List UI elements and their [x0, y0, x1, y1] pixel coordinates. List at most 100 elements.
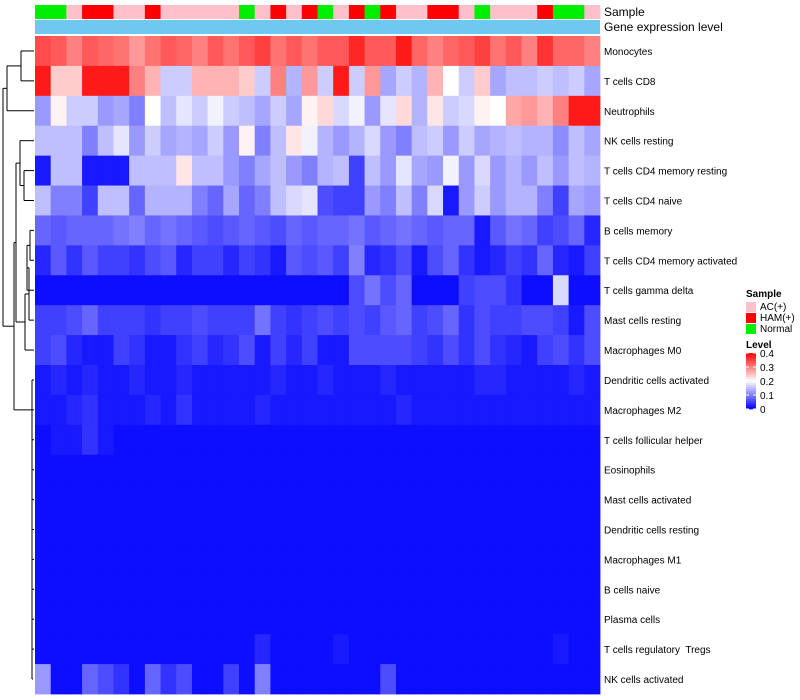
heatmap-cell [537, 215, 554, 246]
legend-level-gradient-step [746, 393, 756, 396]
heatmap-cell [333, 36, 350, 67]
row-label: B cells naive [604, 585, 661, 596]
heatmap-cell [380, 185, 397, 216]
heatmap-cell [380, 215, 397, 246]
heatmap-cell [364, 514, 381, 545]
heatmap-cell [191, 514, 209, 545]
heatmap-cell [207, 275, 224, 306]
heatmap-cell [66, 65, 83, 97]
legend-sample-label: Normal [760, 324, 792, 335]
heatmap-cell [521, 514, 538, 545]
heatmap-cell [333, 514, 350, 545]
heatmap-cell [82, 574, 99, 605]
heatmap-cell [427, 634, 444, 665]
heatmap-cell [144, 185, 161, 216]
heatmap-cell [50, 36, 67, 67]
heatmap-cell [568, 604, 585, 635]
heatmap-cell [427, 365, 444, 396]
heatmap-cell [395, 125, 413, 157]
heatmap-cell [286, 454, 303, 486]
heatmap-cell [254, 245, 271, 276]
heatmap-cell [191, 155, 209, 186]
heatmap-cell [301, 574, 318, 605]
heatmap-cell [254, 365, 271, 396]
heatmap-cell [286, 424, 303, 456]
heatmap-cell [207, 125, 224, 157]
heatmap-cell [458, 574, 475, 605]
heatmap-cell [568, 424, 585, 456]
heatmap-cell [301, 95, 318, 127]
heatmap-cell [113, 574, 130, 605]
heatmap-cell [223, 95, 240, 127]
heatmap-cell [443, 484, 460, 515]
heatmap-cell [490, 95, 507, 127]
heatmap-cell [521, 634, 538, 665]
heatmap-cell [207, 245, 224, 276]
heatmap-cell [176, 275, 193, 306]
heatmap-cell [458, 215, 475, 246]
heatmap-cell [144, 424, 161, 456]
heatmap-cell [270, 574, 287, 605]
heatmap-cell [521, 544, 538, 575]
heatmap-cell [144, 245, 161, 276]
heatmap-cell [427, 275, 444, 306]
heatmap-cell [144, 95, 161, 127]
heatmap-cell [66, 305, 83, 336]
heatmap-cell [66, 245, 83, 276]
heatmap-cell [191, 36, 209, 67]
heatmap-cell [207, 484, 224, 515]
heatmap-cell [411, 185, 428, 216]
sample-annotation-cell [97, 5, 114, 19]
heatmap-cell [254, 335, 271, 366]
heatmap-cell [584, 305, 601, 336]
heatmap-cell [82, 275, 99, 306]
heatmap-cell [584, 604, 601, 635]
heatmap-cell [113, 454, 130, 486]
heatmap-cell [505, 664, 522, 695]
heatmap-cell [160, 65, 177, 97]
heatmap-cell [317, 155, 334, 186]
heatmap-cell [364, 424, 381, 456]
heatmap-cell [333, 185, 350, 216]
heatmap-cell [427, 155, 444, 186]
heatmap-cell [254, 275, 271, 306]
heatmap-cell [35, 245, 52, 276]
heatmap-cell [97, 544, 114, 575]
heatmap-cells [35, 36, 601, 695]
heatmap-cell [254, 36, 271, 67]
heatmap-cell [458, 305, 475, 336]
heatmap-cell [97, 424, 114, 456]
heatmap-cell [35, 155, 52, 186]
heatmap-cell [270, 65, 287, 97]
heatmap-cell [144, 155, 161, 186]
heatmap-cell [364, 574, 381, 605]
heatmap-cell [82, 604, 99, 635]
heatmap-cell [97, 365, 114, 396]
heatmap-cell [521, 664, 538, 695]
heatmap-cell [364, 454, 381, 486]
heatmap-cell [568, 185, 585, 216]
heatmap-cell [113, 544, 130, 575]
sample-annotation-cell [348, 5, 365, 19]
heatmap-cell [66, 394, 83, 426]
heatmap-cell [239, 365, 256, 396]
heatmap-cell [427, 454, 444, 486]
heatmap-cell [552, 335, 570, 366]
heatmap-cell [82, 484, 99, 515]
heatmap-cell [411, 544, 428, 575]
heatmap-cell [239, 634, 256, 665]
heatmap-cell [427, 544, 444, 575]
legend-level-tick-label: 0 [760, 405, 766, 416]
heatmap-cell [176, 574, 193, 605]
sample-annotation-cell [505, 5, 522, 19]
heatmap-cell [537, 544, 554, 575]
heatmap-cell [552, 245, 570, 276]
heatmap-cell [568, 305, 585, 336]
heatmap-cell [443, 664, 460, 695]
heatmap-cell [521, 275, 538, 306]
heatmap-cell [411, 634, 428, 665]
legend-level-tick-label: 0.1 [760, 391, 774, 402]
heatmap-cell [223, 484, 240, 515]
heatmap-cell [333, 305, 350, 336]
heatmap-cell [82, 424, 99, 456]
